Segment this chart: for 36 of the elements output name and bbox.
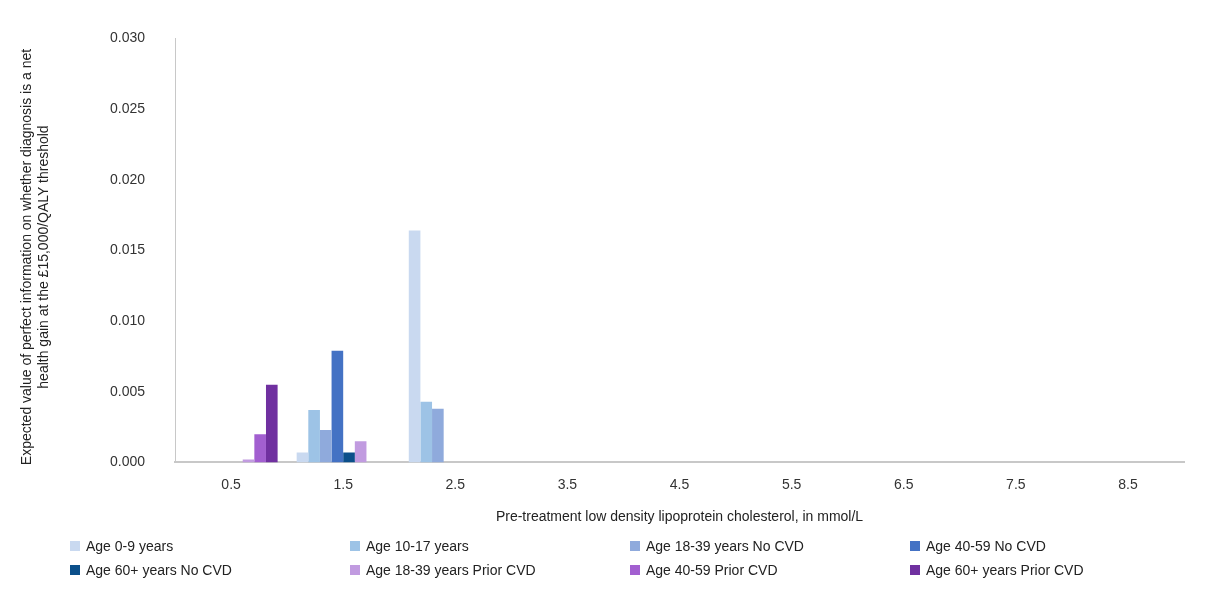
x-tick-label: 6.5 [894, 475, 914, 492]
y-axis-title: Expected value of perfect information on whether diagnosis is a net health gain at the £15,000/QALY threshold [18, 47, 52, 468]
y-tick-label: 0.015 [109, 241, 146, 258]
x-axis-title: Pre-treatment low density lipoprotein cholesterol, in mmol/L [495, 508, 864, 525]
x-tick-label: 2.5 [445, 475, 466, 492]
legend-label: Age 10-17 years [366, 538, 469, 554]
bar [420, 401, 433, 463]
bar [432, 408, 444, 463]
x-tick-label: 8.5 [1118, 475, 1138, 492]
bar [331, 350, 344, 463]
x-tick-label: 0.5 [221, 475, 242, 492]
y-tick-label: 0.030 [109, 29, 146, 46]
bar [354, 441, 367, 463]
bar [308, 410, 320, 463]
legend-label: Age 60+ years Prior CVD [926, 562, 1084, 578]
x-tick-label: 7.5 [1006, 475, 1026, 492]
x-tick-label: 5.5 [781, 475, 802, 492]
bar [343, 452, 355, 463]
y-tick-label: 0.010 [109, 311, 146, 328]
x-tick-label: 3.5 [557, 475, 578, 492]
legend-label: Age 0-9 years [86, 538, 174, 554]
y-tick-label: 0.000 [109, 453, 146, 470]
legend-label: Age 18-39 years Prior CVD [366, 562, 536, 578]
bar [319, 429, 332, 463]
x-tick-label: 4.5 [669, 475, 690, 492]
x-tick-label: 1.5 [333, 475, 354, 492]
legend-label: Age 40-59 No CVD [926, 538, 1046, 554]
bar [254, 434, 266, 463]
legend-label: Age 18-39 years No CVD [646, 538, 804, 554]
legend-label: Age 60+ years No CVD [86, 562, 232, 578]
y-tick-label: 0.020 [109, 170, 146, 187]
y-tick-label: 0.005 [109, 382, 146, 399]
legend-label: Age 40-59 Prior CVD [646, 562, 778, 578]
bar [408, 230, 421, 463]
bar [265, 384, 278, 463]
y-tick-label: 0.025 [109, 99, 146, 116]
